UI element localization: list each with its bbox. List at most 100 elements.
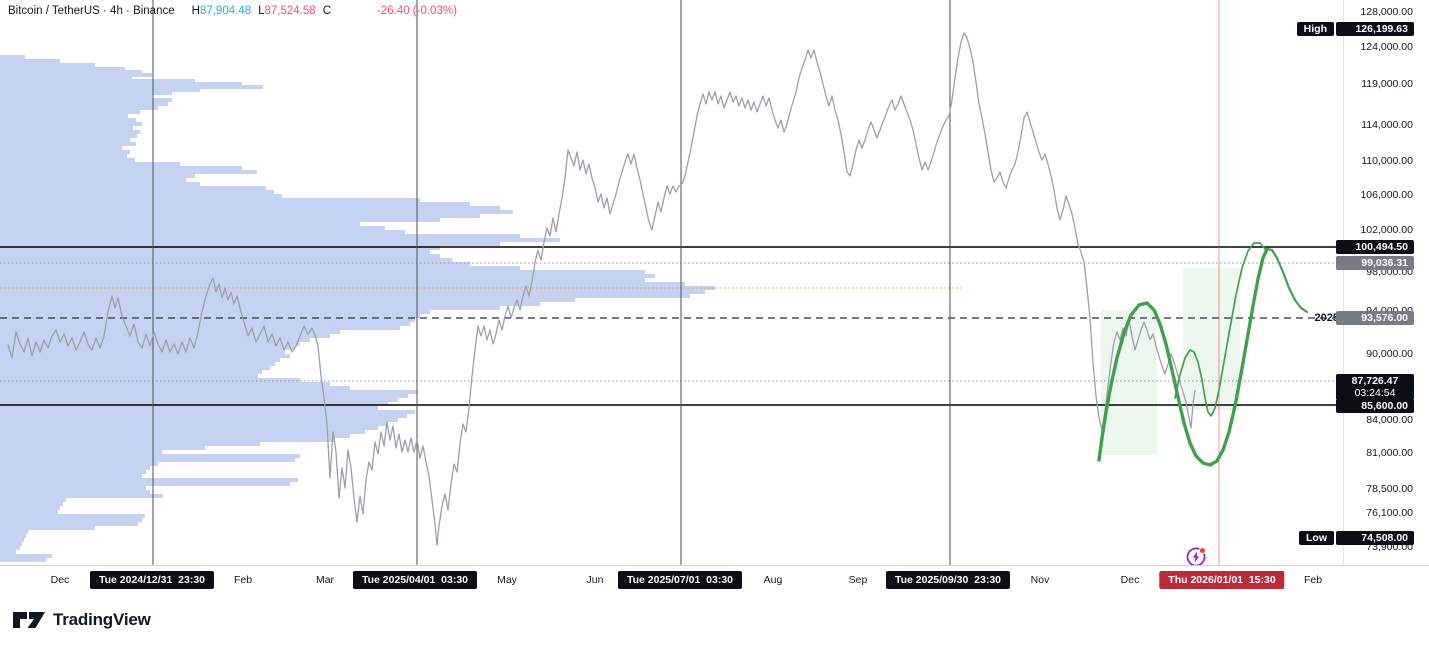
close-label: C [322,5,331,17]
date-badge: Tue 2025/04/01 03:30 [352,571,478,589]
price-tick-label: 81,000.00 [1366,447,1413,459]
symbol-title: Bitcoin / TetherUS · 4h · Binance [8,5,175,17]
volume-profile-bar [0,446,205,450]
volume-profile-bar [0,194,282,198]
volume-profile-bar [0,322,410,326]
projection-curve-thick[interactable] [1097,247,1269,467]
month-tick-label: Mar [315,574,335,586]
price-badge-value: 74,508.00 [1336,531,1414,545]
volume-profile-bar [0,274,655,278]
price-badge: 85,600.00 [1336,399,1414,413]
volume-profile-bar [0,338,310,342]
volume-profile-bar [0,314,420,318]
projection-box[interactable] [1183,268,1240,410]
price-badge-tag: Low [1299,531,1334,545]
price-badge-value: 87,726.47 03:24:54 [1336,374,1414,400]
volume-profile-bar [0,258,452,262]
month-tick-label: Dec [50,574,70,586]
volume-profile-bar [0,514,145,518]
time-axis[interactable]: Dec Feb Mar May Jun Aug Sep Nov Dec Feb Tue 2024/1… [0,565,1429,594]
volume-profile-bar [0,214,480,218]
volume-profile-bar [0,290,705,294]
volume-profile-bar [0,442,260,446]
price-tick-label: 90,000.00 [1366,348,1413,360]
projection-box[interactable] [1101,310,1157,455]
price-badge: 100,494.50 [1336,240,1414,254]
volume-profile-bar [0,98,172,102]
price-tick-label: 119,000.00 [1361,78,1413,90]
volume-profile-bar [0,430,365,434]
low-value: 87,524.58 [264,5,316,17]
month-tick-label: May [497,574,517,586]
volume-profile-bar [0,318,415,322]
volume-profile-bar [0,326,400,330]
volume-profile-bar [0,302,540,306]
volume-profile-bar [0,158,135,162]
projection-curve-thin[interactable] [1174,242,1267,417]
volume-profile-bar [0,79,195,83]
volume-profile-bar [0,486,146,490]
volume-profile-bar [0,154,127,158]
volume-profile-bar [0,130,140,134]
volume-profile-bar [0,438,335,442]
volume-profile-bar [0,482,290,486]
volume-profile-bar [0,91,172,95]
volume-profile-bar [0,374,258,378]
price-badge: 99,036.31 [1336,256,1414,270]
volume-profile-bar [0,202,470,206]
tradingview-logo-icon [13,612,45,628]
volume-profile-bar [0,270,645,274]
high-value: 87,904.48 [199,5,252,17]
price-badge-value: 126,199.63 [1336,22,1414,36]
price-badge: 87,726.47 03:24:54 [1336,374,1414,400]
volume-profile-bar [0,222,360,226]
high-label: H [191,5,200,17]
volume-profile-bar [0,82,242,86]
chart-canvas[interactable]: Bitcoin / TetherUS · 4h · Binance H 87,90… [0,0,1429,565]
volume-profile-bar [0,114,128,118]
volume-profile-bar [0,370,262,374]
volume-profile-bar [0,534,26,538]
tradingview-logo[interactable]: TradingView [12,608,151,632]
volume-profile-bar [0,450,162,454]
volume-profile-bar [0,146,122,150]
price-axis[interactable]: 128,000.00 124,000.00 119,000.00 114,000.00… [1296,0,1429,565]
volume-profile-bar [0,426,378,430]
volume-profile-bar [0,354,290,358]
volume-profile-bar [0,262,470,266]
volume-profile-bar [0,206,500,210]
volume-profile-bar [0,182,200,186]
price-badge-tag: High [1296,22,1334,36]
date-badge: Tue 2024/12/31 23:30 [89,571,215,589]
volume-profile-bar [0,178,186,182]
volume-profile-bar [0,266,520,270]
price-line[interactable] [7,32,1196,546]
volume-profile-bar [0,55,25,59]
projection-curve-tail[interactable] [1265,247,1309,314]
volume-profile-bar [0,63,95,67]
volume-profile-bar [0,490,150,494]
volume-profile-bar [0,246,440,250]
volume-profile-bar [0,458,295,462]
volume-profile-bar [0,278,645,282]
lightning-event-marker[interactable] [1186,547,1206,565]
volume-profile-bar [0,126,133,130]
price-badge-value: 100,494.50 [1336,240,1414,254]
volume-profile-bar [0,394,408,398]
tradingview-logo-text: TradingView [53,610,151,629]
volume-profile-bar [0,110,140,114]
month-tick-label: Dec [1120,574,1140,586]
volume-profile-bar [0,362,275,366]
volume-profile-bar [0,88,200,92]
date-badge-highlighted: Thu 2026/01/01 15:30 [1159,571,1285,589]
volume-profile-bar [0,382,330,386]
volume-profile-bar [0,434,350,438]
low-label: L [258,5,265,17]
volume-profile-bar [0,238,560,242]
volume-profile-bar [0,550,16,554]
volume-profile-bar [0,67,125,71]
price-badge: High 126,199.63 [1296,22,1414,36]
volume-profile-bar [0,546,20,550]
volume-profile-bar [0,282,685,286]
volume-profile-bar [0,558,46,562]
